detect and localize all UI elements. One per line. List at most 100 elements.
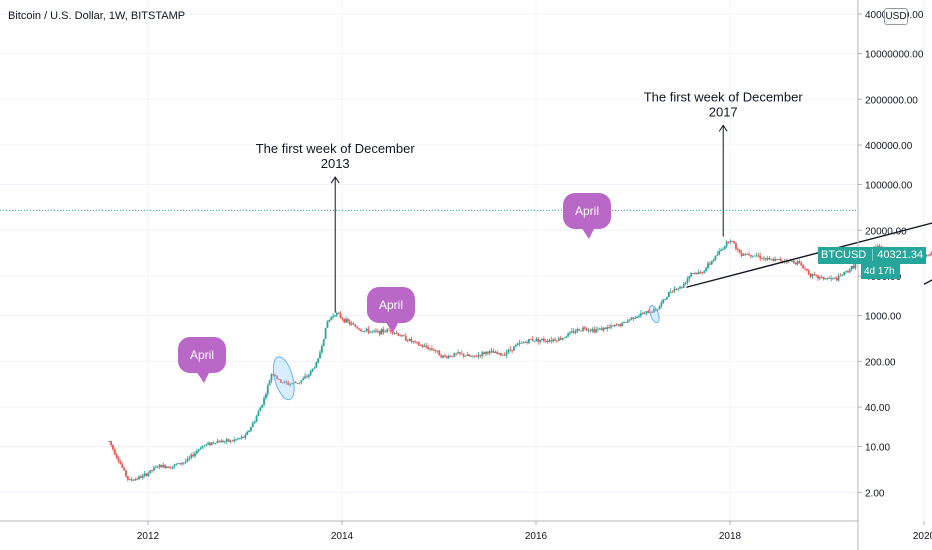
candle-body (115, 454, 118, 458)
candle-body (809, 273, 812, 277)
candle-body (192, 454, 195, 457)
candle-body (485, 351, 487, 354)
candle-body (475, 356, 478, 357)
candle-body (701, 272, 704, 274)
candle-body (544, 340, 547, 342)
currency-button[interactable]: USD (884, 8, 908, 25)
candle-body (138, 476, 140, 480)
candle-body (255, 416, 258, 422)
candle-body (839, 275, 842, 277)
candle-body (768, 257, 771, 260)
candle-body (718, 251, 721, 255)
candle-body (798, 261, 801, 263)
candle-body (406, 340, 409, 342)
april-bubble-box (563, 193, 611, 229)
candle-body (347, 319, 349, 322)
candle-body (479, 355, 482, 356)
candle-body (350, 323, 353, 325)
candle-body (662, 299, 665, 303)
december-annotation-line2: 2013 (321, 156, 350, 171)
candle-body (537, 338, 540, 342)
candle-body (214, 443, 217, 444)
y-tick-label: 400000.00 (865, 141, 913, 152)
x-tick-label: 2020 (913, 531, 932, 542)
candle-body (727, 241, 730, 243)
candle-body (492, 350, 495, 354)
current-price: 40321.34 (877, 249, 924, 261)
candle-body (408, 338, 411, 341)
candle-body (509, 349, 512, 351)
candle-body (274, 374, 277, 377)
candle-body (291, 383, 293, 385)
candle-body (317, 358, 320, 363)
trend-line (923, 279, 932, 285)
candle-body (570, 331, 573, 333)
candle-body (654, 309, 657, 311)
candle-body (432, 349, 435, 351)
candle-body (725, 241, 728, 247)
candle-body (707, 263, 709, 268)
candle-body (481, 352, 484, 356)
candle-body (171, 466, 174, 468)
candle-body (154, 466, 157, 468)
candle-body (632, 317, 635, 319)
december-arrow-head (718, 124, 728, 132)
grid-layer (0, 0, 925, 521)
candle-body (541, 338, 543, 341)
candle-body (156, 466, 159, 468)
candle-body (184, 461, 187, 463)
candle-body (714, 255, 717, 260)
candle-body (501, 354, 504, 356)
candle-body (141, 475, 144, 478)
candle-body (807, 270, 810, 274)
december-annotation-line2: 2017 (709, 104, 738, 119)
candle-body (585, 328, 588, 331)
y-tick-label: 1000.00 (865, 312, 902, 323)
candle-body (528, 338, 530, 343)
candle-body (755, 255, 758, 257)
candle-body (735, 242, 737, 250)
candle-body (792, 260, 795, 263)
candle-body (722, 249, 724, 251)
candle-body (207, 442, 209, 445)
candle-body (664, 299, 666, 300)
candle-body (431, 348, 433, 350)
y-tick-label: 100000.00 (865, 181, 913, 192)
candle-body (740, 253, 743, 256)
candle-body (354, 324, 357, 327)
candle-body (117, 457, 120, 462)
candle-body (830, 278, 833, 279)
candle-body (332, 316, 334, 318)
candle-body (210, 442, 213, 445)
candle-body (302, 378, 305, 381)
candle-body (929, 254, 931, 256)
candle-body (673, 288, 676, 292)
candle-body (177, 463, 180, 465)
candle-body (173, 464, 176, 467)
candle-body (761, 258, 763, 260)
candle-body (257, 411, 260, 417)
candle-body (819, 277, 821, 279)
candle-body (738, 249, 741, 254)
candle-body (811, 274, 814, 277)
candle-body (259, 407, 262, 412)
candle-body (188, 457, 191, 459)
candle-body (766, 257, 769, 260)
candle-body (134, 478, 137, 481)
candle-body (628, 319, 631, 321)
candle-body (438, 350, 441, 356)
candle-body (281, 382, 284, 384)
candle-body (445, 356, 448, 359)
candle-body (220, 440, 223, 443)
candle-body (552, 339, 555, 342)
candle-body (169, 467, 172, 469)
candle-body (526, 342, 528, 343)
candle-body (451, 356, 454, 358)
candle-body (466, 354, 469, 356)
candle-body (850, 265, 853, 270)
candle-body (658, 306, 661, 310)
candle-body (235, 439, 237, 441)
candle-body (253, 421, 256, 424)
candle-body (600, 328, 603, 331)
